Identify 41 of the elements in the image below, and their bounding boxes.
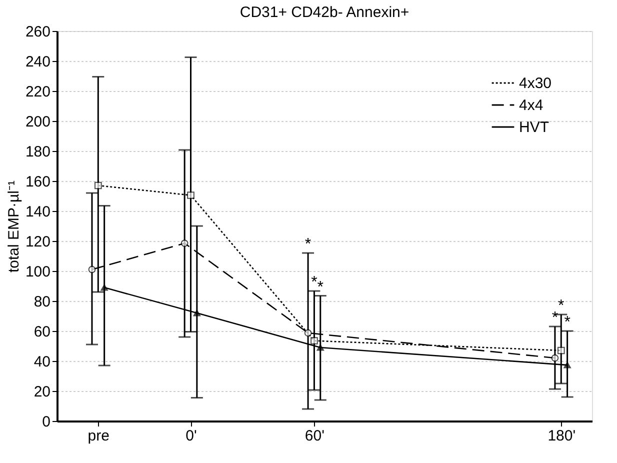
y-tick-label: 160	[25, 174, 50, 190]
point	[100, 284, 108, 291]
y-tick-label: 40	[34, 354, 50, 370]
x-tick-label: 180'	[548, 428, 576, 444]
point	[551, 354, 559, 362]
legend-label: 4x4	[519, 97, 544, 114]
legend-label: HVT	[519, 119, 549, 136]
y-axis-title: total EMP·µl⁻¹	[5, 180, 22, 272]
x-tick-label: 60'	[304, 428, 325, 444]
annotation: *	[311, 274, 318, 291]
point	[557, 346, 565, 354]
y-tick-label: 200	[25, 114, 50, 130]
y-tick-label: 100	[25, 264, 50, 280]
chart-title: CD31+ CD42b- Annexin+	[240, 4, 410, 21]
point	[88, 266, 96, 274]
point	[193, 310, 201, 316]
x-tick-label: 0'	[186, 428, 197, 444]
annotation: *	[552, 310, 558, 326]
point	[187, 192, 194, 199]
y-tick-label: 260	[25, 24, 50, 40]
annotation: *	[564, 314, 570, 331]
point	[316, 344, 324, 351]
y-tick-label: 20	[34, 384, 50, 400]
y-tick-label: 120	[25, 234, 50, 250]
y-tick-label: 220	[25, 84, 50, 100]
y-tick-label: 140	[25, 204, 50, 220]
annotation: *	[558, 298, 564, 314]
point	[180, 240, 188, 247]
y-tick-label: 80	[34, 294, 50, 310]
point	[94, 182, 102, 190]
y-tick-label: 240	[25, 54, 50, 70]
annotation: *	[304, 236, 312, 253]
y-tick-label: 0	[42, 414, 50, 430]
legend-label: 4x30	[519, 75, 552, 92]
y-tick-label: 180	[25, 144, 50, 160]
annotation: *	[317, 278, 324, 296]
y-tick-label: 60	[34, 324, 50, 340]
point	[564, 362, 571, 368]
point	[304, 329, 312, 337]
x-tick-label: pre	[88, 428, 110, 444]
point	[310, 337, 318, 344]
